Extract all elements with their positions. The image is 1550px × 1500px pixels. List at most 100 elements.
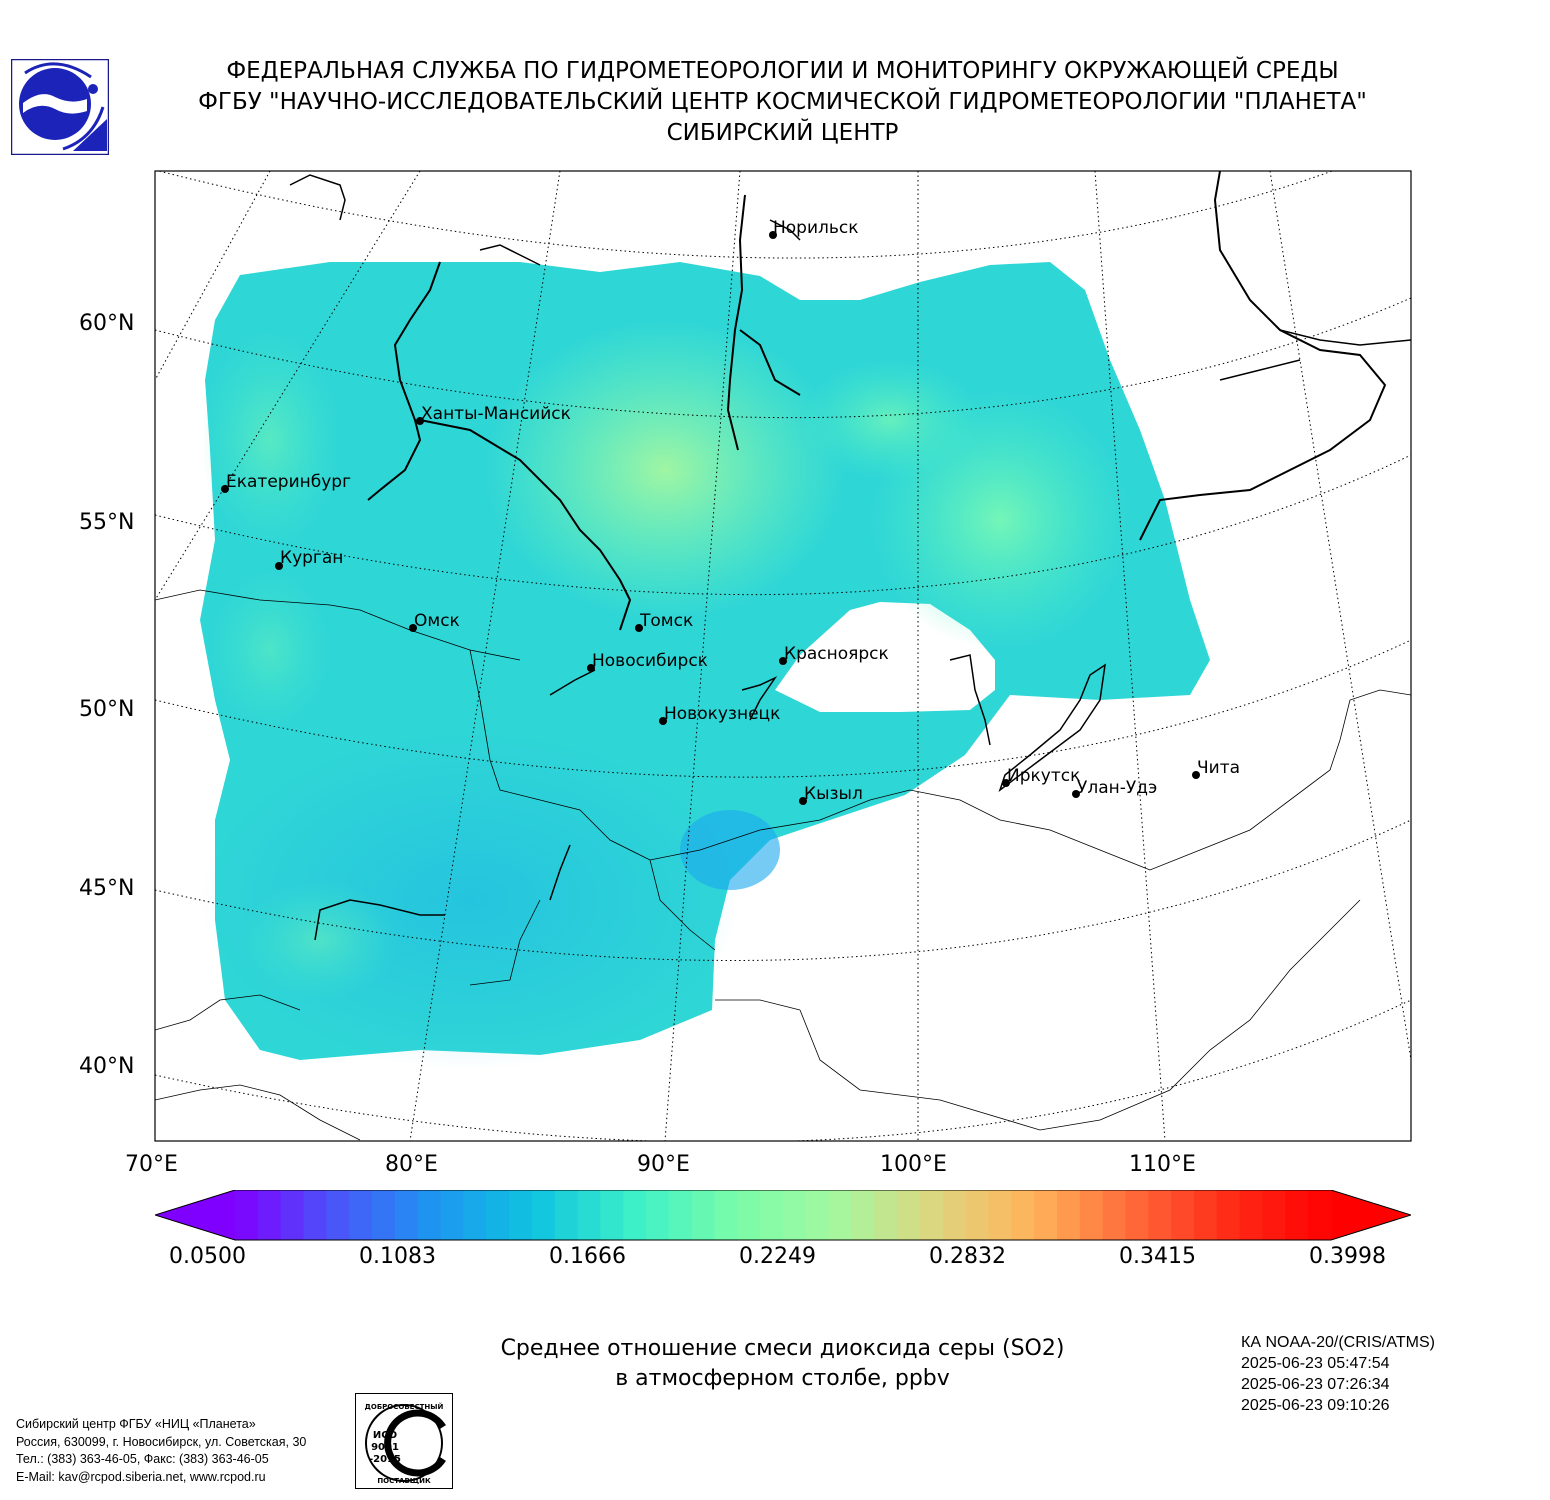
- colorbar-segment: [760, 1190, 784, 1240]
- colorbar-segment: [805, 1190, 830, 1240]
- footer-line-1: Сибирский центр ФГБУ «НИЦ «Планета»: [16, 1417, 256, 1431]
- iso-text-1: ИСО: [373, 1430, 397, 1441]
- colorbar-segment: [1239, 1190, 1264, 1240]
- colorbar-segment: [668, 1190, 693, 1240]
- footer-contacts: Сибирский центр ФГБУ «НИЦ «Планета» Росс…: [16, 1416, 306, 1486]
- colorbar-segment: [874, 1190, 898, 1240]
- colorbar-segment: [1216, 1190, 1241, 1240]
- colorbar-segment: [1308, 1190, 1332, 1240]
- satellite-time-2: 2025-06-23 07:26:34: [1241, 1376, 1390, 1393]
- city-label: Новосибирск: [592, 651, 708, 671]
- colorbar-segment: [988, 1190, 1012, 1240]
- city-label: Норильск: [773, 218, 859, 238]
- colorbar-segment: [828, 1190, 853, 1240]
- iso-top-text: ДОБРОСОВЕСТНЫЙ: [365, 1402, 444, 1411]
- colorbar-segment: [1171, 1190, 1195, 1240]
- colorbar-tick: 0.2832: [929, 1244, 1006, 1269]
- satellite-info: КА NOAA-20/(CRIS/ATMS) 2025-06-23 05:47:…: [1241, 1332, 1435, 1416]
- colorbar-tick: 0.1083: [359, 1244, 436, 1269]
- footer-line-4: E-Mail: kav@rcpod.siberia.net, www.rcpod…: [16, 1469, 266, 1484]
- city-label: Новокузнецк: [664, 704, 781, 724]
- planeta-logo: [11, 59, 109, 155]
- lat-label-45: 45°N: [79, 876, 135, 901]
- colorbar-extend-min: [155, 1190, 235, 1240]
- colorbar-segment: [554, 1190, 579, 1240]
- colorbar-segment: [965, 1190, 990, 1240]
- colorbar-segment: [1079, 1190, 1104, 1240]
- caption-line-1: Среднее отношение смеси диоксида серы (S…: [500, 1336, 1065, 1361]
- colorbar-segment: [714, 1190, 738, 1240]
- colorbar-segment: [531, 1190, 556, 1240]
- satellite-time-1: 2025-06-23 05:47:54: [1241, 1355, 1390, 1372]
- lat-label-55: 55°N: [79, 510, 135, 535]
- city-label: Екатеринбург: [226, 472, 352, 492]
- colorbar-tick: 0.0500: [169, 1244, 246, 1269]
- colorbar-extend-max: [1331, 1190, 1411, 1240]
- lon-label-90: 90°E: [637, 1152, 690, 1177]
- graticule: [155, 171, 1411, 1141]
- colorbar-segment: [257, 1190, 282, 1240]
- colorbar-segment: [235, 1190, 259, 1240]
- footer-line-3: Тел.: (383) 363-46-05, Факс: (383) 363-4…: [16, 1452, 269, 1466]
- colorbar-segment: [942, 1190, 967, 1240]
- colorbar-tick: 0.3998: [1309, 1244, 1386, 1269]
- colorbar-segment: [326, 1190, 350, 1240]
- iso-badge: ДОБРОСОВЕСТНЫЙ ИСО 9001 -2015 ПОСТАВЩИК: [355, 1393, 453, 1489]
- city-label: Чита: [1197, 758, 1241, 778]
- colorbar-segment: [417, 1190, 442, 1240]
- colorbar-segment: [509, 1190, 533, 1240]
- map: [154, 170, 1412, 1142]
- colorbar-segment: [1194, 1190, 1218, 1240]
- header: ФЕДЕРАЛЬНАЯ СЛУЖБА ПО ГИДРОМЕТЕОРОЛОГИИ …: [140, 56, 1425, 149]
- city-label: Ханты-Мансийск: [421, 404, 571, 424]
- colorbar-segment: [646, 1190, 670, 1240]
- colorbar-segment: [920, 1190, 944, 1240]
- colorbar-segment: [1034, 1190, 1058, 1240]
- colorbar-tick: 0.2249: [739, 1244, 816, 1269]
- colorbar-segment: [440, 1190, 464, 1240]
- colorbar-segment: [349, 1190, 373, 1240]
- colorbar-segment: [394, 1190, 419, 1240]
- city-label: Улан-Удэ: [1077, 778, 1158, 798]
- city-label: Омск: [414, 611, 460, 631]
- iso-text-2: 9001: [371, 1442, 399, 1453]
- colorbar-segment: [463, 1190, 487, 1240]
- colorbar-segment: [577, 1190, 601, 1240]
- colorbar: [155, 1190, 1411, 1241]
- city-label: Курган: [280, 548, 344, 568]
- header-line-2: ФГБУ "НАУЧНО-ИССЛЕДОВАТЕЛЬСКИЙ ЦЕНТР КОС…: [198, 89, 1367, 115]
- colorbar-tick: 0.1666: [549, 1244, 626, 1269]
- footer-line-2: Россия, 630099, г. Новосибирск, ул. Сове…: [16, 1434, 307, 1449]
- colorbar-segment: [1057, 1190, 1081, 1240]
- lat-label-60: 60°N: [79, 311, 135, 336]
- colorbar-segment: [851, 1190, 875, 1240]
- colorbar-segment: [1102, 1190, 1127, 1240]
- colorbar-segment: [783, 1190, 807, 1240]
- lon-label-100: 100°E: [880, 1152, 947, 1177]
- header-line-1: ФЕДЕРАЛЬНАЯ СЛУЖБА ПО ГИДРОМЕТЕОРОЛОГИИ …: [226, 58, 1339, 84]
- lat-label-40: 40°N: [79, 1054, 135, 1079]
- colorbar-segment: [372, 1190, 396, 1240]
- header-line-3: СИБИРСКИЙ ЦЕНТР: [666, 120, 899, 146]
- caption-line-2: в атмосферном столбе, ppbv: [615, 1366, 950, 1391]
- colorbar-segment: [280, 1190, 305, 1240]
- colorbar-segment: [1285, 1190, 1309, 1240]
- satellite-name: КА NOAA-20/(CRIS/ATMS): [1241, 1334, 1435, 1351]
- colorbar-segment: [1148, 1190, 1172, 1240]
- lon-label-80: 80°E: [385, 1152, 438, 1177]
- colorbar-segment: [1125, 1190, 1149, 1240]
- iso-bottom-text: ПОСТАВЩИК: [377, 1477, 431, 1485]
- coastlines: [155, 171, 1411, 1141]
- map-frame: [154, 170, 1412, 1142]
- colorbar-segment: [1262, 1190, 1286, 1240]
- colorbar-tick: 0.3415: [1119, 1244, 1196, 1269]
- city-label: Кызыл: [804, 784, 863, 804]
- colorbar-segment: [737, 1190, 761, 1240]
- colorbar-segment: [303, 1190, 327, 1240]
- colorbar-segment: [486, 1190, 510, 1240]
- colorbar-segment: [691, 1190, 716, 1240]
- data-field: [200, 262, 1210, 1070]
- colorbar-segment: [1011, 1190, 1035, 1240]
- lat-label-50: 50°N: [79, 697, 135, 722]
- city-label: Красноярск: [784, 644, 889, 664]
